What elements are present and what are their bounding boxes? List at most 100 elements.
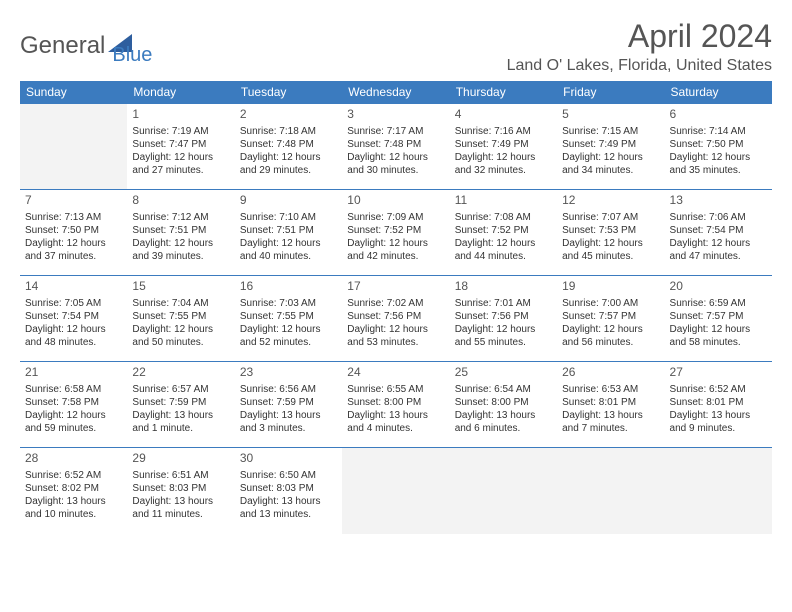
daylight-line: Daylight: 12 hours and 45 minutes. bbox=[562, 237, 659, 263]
daylight-line: Daylight: 13 hours and 13 minutes. bbox=[240, 495, 337, 521]
sunrise-line: Sunrise: 7:15 AM bbox=[562, 125, 659, 138]
day-number: 13 bbox=[670, 193, 767, 209]
sunset-line: Sunset: 7:51 PM bbox=[132, 224, 229, 237]
day-number: 17 bbox=[347, 279, 444, 295]
sunset-line: Sunset: 7:52 PM bbox=[455, 224, 552, 237]
calendar-day-cell: 14Sunrise: 7:05 AMSunset: 7:54 PMDayligh… bbox=[20, 276, 127, 362]
calendar-day-cell: 15Sunrise: 7:04 AMSunset: 7:55 PMDayligh… bbox=[127, 276, 234, 362]
day-number: 24 bbox=[347, 365, 444, 381]
calendar-table: SundayMondayTuesdayWednesdayThursdayFrid… bbox=[20, 81, 772, 534]
daylight-line: Daylight: 12 hours and 30 minutes. bbox=[347, 151, 444, 177]
daylight-line: Daylight: 13 hours and 4 minutes. bbox=[347, 409, 444, 435]
calendar-body: 1Sunrise: 7:19 AMSunset: 7:47 PMDaylight… bbox=[20, 104, 772, 534]
sunrise-line: Sunrise: 6:51 AM bbox=[132, 469, 229, 482]
daylight-line: Daylight: 13 hours and 9 minutes. bbox=[670, 409, 767, 435]
day-number: 26 bbox=[562, 365, 659, 381]
calendar-week-row: 28Sunrise: 6:52 AMSunset: 8:02 PMDayligh… bbox=[20, 448, 772, 534]
sunrise-line: Sunrise: 7:13 AM bbox=[25, 211, 122, 224]
daylight-line: Daylight: 12 hours and 32 minutes. bbox=[455, 151, 552, 177]
calendar-day-cell: 11Sunrise: 7:08 AMSunset: 7:52 PMDayligh… bbox=[450, 190, 557, 276]
sunrise-line: Sunrise: 6:56 AM bbox=[240, 383, 337, 396]
sunset-line: Sunset: 7:50 PM bbox=[670, 138, 767, 151]
sunset-line: Sunset: 8:02 PM bbox=[25, 482, 122, 495]
day-number: 10 bbox=[347, 193, 444, 209]
sunset-line: Sunset: 8:03 PM bbox=[132, 482, 229, 495]
day-number: 25 bbox=[455, 365, 552, 381]
sunset-line: Sunset: 7:49 PM bbox=[455, 138, 552, 151]
sunset-line: Sunset: 7:47 PM bbox=[132, 138, 229, 151]
daylight-line: Daylight: 12 hours and 56 minutes. bbox=[562, 323, 659, 349]
sunrise-line: Sunrise: 6:54 AM bbox=[455, 383, 552, 396]
calendar-day-cell: 19Sunrise: 7:00 AMSunset: 7:57 PMDayligh… bbox=[557, 276, 664, 362]
calendar-day-cell: 5Sunrise: 7:15 AMSunset: 7:49 PMDaylight… bbox=[557, 104, 664, 190]
sunrise-line: Sunrise: 6:55 AM bbox=[347, 383, 444, 396]
daylight-line: Daylight: 12 hours and 29 minutes. bbox=[240, 151, 337, 177]
calendar-day-cell: 23Sunrise: 6:56 AMSunset: 7:59 PMDayligh… bbox=[235, 362, 342, 448]
calendar-day-cell: 16Sunrise: 7:03 AMSunset: 7:55 PMDayligh… bbox=[235, 276, 342, 362]
day-header: Tuesday bbox=[235, 81, 342, 104]
sunset-line: Sunset: 7:48 PM bbox=[240, 138, 337, 151]
sunrise-line: Sunrise: 6:53 AM bbox=[562, 383, 659, 396]
sunset-line: Sunset: 7:59 PM bbox=[132, 396, 229, 409]
sunrise-line: Sunrise: 7:09 AM bbox=[347, 211, 444, 224]
calendar-day-cell: 17Sunrise: 7:02 AMSunset: 7:56 PMDayligh… bbox=[342, 276, 449, 362]
daylight-line: Daylight: 13 hours and 1 minute. bbox=[132, 409, 229, 435]
calendar-day-cell: 13Sunrise: 7:06 AMSunset: 7:54 PMDayligh… bbox=[665, 190, 772, 276]
sunrise-line: Sunrise: 7:07 AM bbox=[562, 211, 659, 224]
daylight-line: Daylight: 13 hours and 6 minutes. bbox=[455, 409, 552, 435]
day-number: 22 bbox=[132, 365, 229, 381]
day-number: 14 bbox=[25, 279, 122, 295]
sunrise-line: Sunrise: 6:50 AM bbox=[240, 469, 337, 482]
sunset-line: Sunset: 7:51 PM bbox=[240, 224, 337, 237]
calendar-empty-cell bbox=[450, 448, 557, 534]
sunset-line: Sunset: 7:54 PM bbox=[670, 224, 767, 237]
day-number: 16 bbox=[240, 279, 337, 295]
day-header: Monday bbox=[127, 81, 234, 104]
sunset-line: Sunset: 7:56 PM bbox=[455, 310, 552, 323]
day-number: 11 bbox=[455, 193, 552, 209]
sunrise-line: Sunrise: 7:05 AM bbox=[25, 297, 122, 310]
daylight-line: Daylight: 12 hours and 44 minutes. bbox=[455, 237, 552, 263]
daylight-line: Daylight: 12 hours and 50 minutes. bbox=[132, 323, 229, 349]
sunrise-line: Sunrise: 7:12 AM bbox=[132, 211, 229, 224]
sunset-line: Sunset: 8:00 PM bbox=[455, 396, 552, 409]
day-number: 4 bbox=[455, 107, 552, 123]
daylight-line: Daylight: 12 hours and 59 minutes. bbox=[25, 409, 122, 435]
daylight-line: Daylight: 13 hours and 7 minutes. bbox=[562, 409, 659, 435]
daylight-line: Daylight: 12 hours and 42 minutes. bbox=[347, 237, 444, 263]
calendar-day-cell: 8Sunrise: 7:12 AMSunset: 7:51 PMDaylight… bbox=[127, 190, 234, 276]
calendar-day-cell: 22Sunrise: 6:57 AMSunset: 7:59 PMDayligh… bbox=[127, 362, 234, 448]
daylight-line: Daylight: 12 hours and 35 minutes. bbox=[670, 151, 767, 177]
sunrise-line: Sunrise: 7:01 AM bbox=[455, 297, 552, 310]
day-number: 28 bbox=[25, 451, 122, 467]
day-header: Thursday bbox=[450, 81, 557, 104]
day-number: 8 bbox=[132, 193, 229, 209]
sunrise-line: Sunrise: 7:03 AM bbox=[240, 297, 337, 310]
sunrise-line: Sunrise: 7:16 AM bbox=[455, 125, 552, 138]
sunrise-line: Sunrise: 7:18 AM bbox=[240, 125, 337, 138]
day-header: Saturday bbox=[665, 81, 772, 104]
daylight-line: Daylight: 12 hours and 34 minutes. bbox=[562, 151, 659, 177]
sunrise-line: Sunrise: 7:17 AM bbox=[347, 125, 444, 138]
daylight-line: Daylight: 13 hours and 10 minutes. bbox=[25, 495, 122, 521]
calendar-week-row: 14Sunrise: 7:05 AMSunset: 7:54 PMDayligh… bbox=[20, 276, 772, 362]
sunset-line: Sunset: 8:01 PM bbox=[562, 396, 659, 409]
sunset-line: Sunset: 7:55 PM bbox=[132, 310, 229, 323]
calendar-day-cell: 12Sunrise: 7:07 AMSunset: 7:53 PMDayligh… bbox=[557, 190, 664, 276]
sunrise-line: Sunrise: 6:52 AM bbox=[25, 469, 122, 482]
calendar-empty-cell bbox=[557, 448, 664, 534]
calendar-week-row: 1Sunrise: 7:19 AMSunset: 7:47 PMDaylight… bbox=[20, 104, 772, 190]
daylight-line: Daylight: 12 hours and 40 minutes. bbox=[240, 237, 337, 263]
day-number: 7 bbox=[25, 193, 122, 209]
day-number: 19 bbox=[562, 279, 659, 295]
calendar-day-cell: 9Sunrise: 7:10 AMSunset: 7:51 PMDaylight… bbox=[235, 190, 342, 276]
sunrise-line: Sunrise: 7:19 AM bbox=[132, 125, 229, 138]
sunset-line: Sunset: 7:50 PM bbox=[25, 224, 122, 237]
sunrise-line: Sunrise: 6:58 AM bbox=[25, 383, 122, 396]
sunset-line: Sunset: 7:56 PM bbox=[347, 310, 444, 323]
day-number: 20 bbox=[670, 279, 767, 295]
logo: General Blue bbox=[20, 18, 152, 67]
sunset-line: Sunset: 8:03 PM bbox=[240, 482, 337, 495]
daylight-line: Daylight: 12 hours and 53 minutes. bbox=[347, 323, 444, 349]
sunset-line: Sunset: 8:00 PM bbox=[347, 396, 444, 409]
